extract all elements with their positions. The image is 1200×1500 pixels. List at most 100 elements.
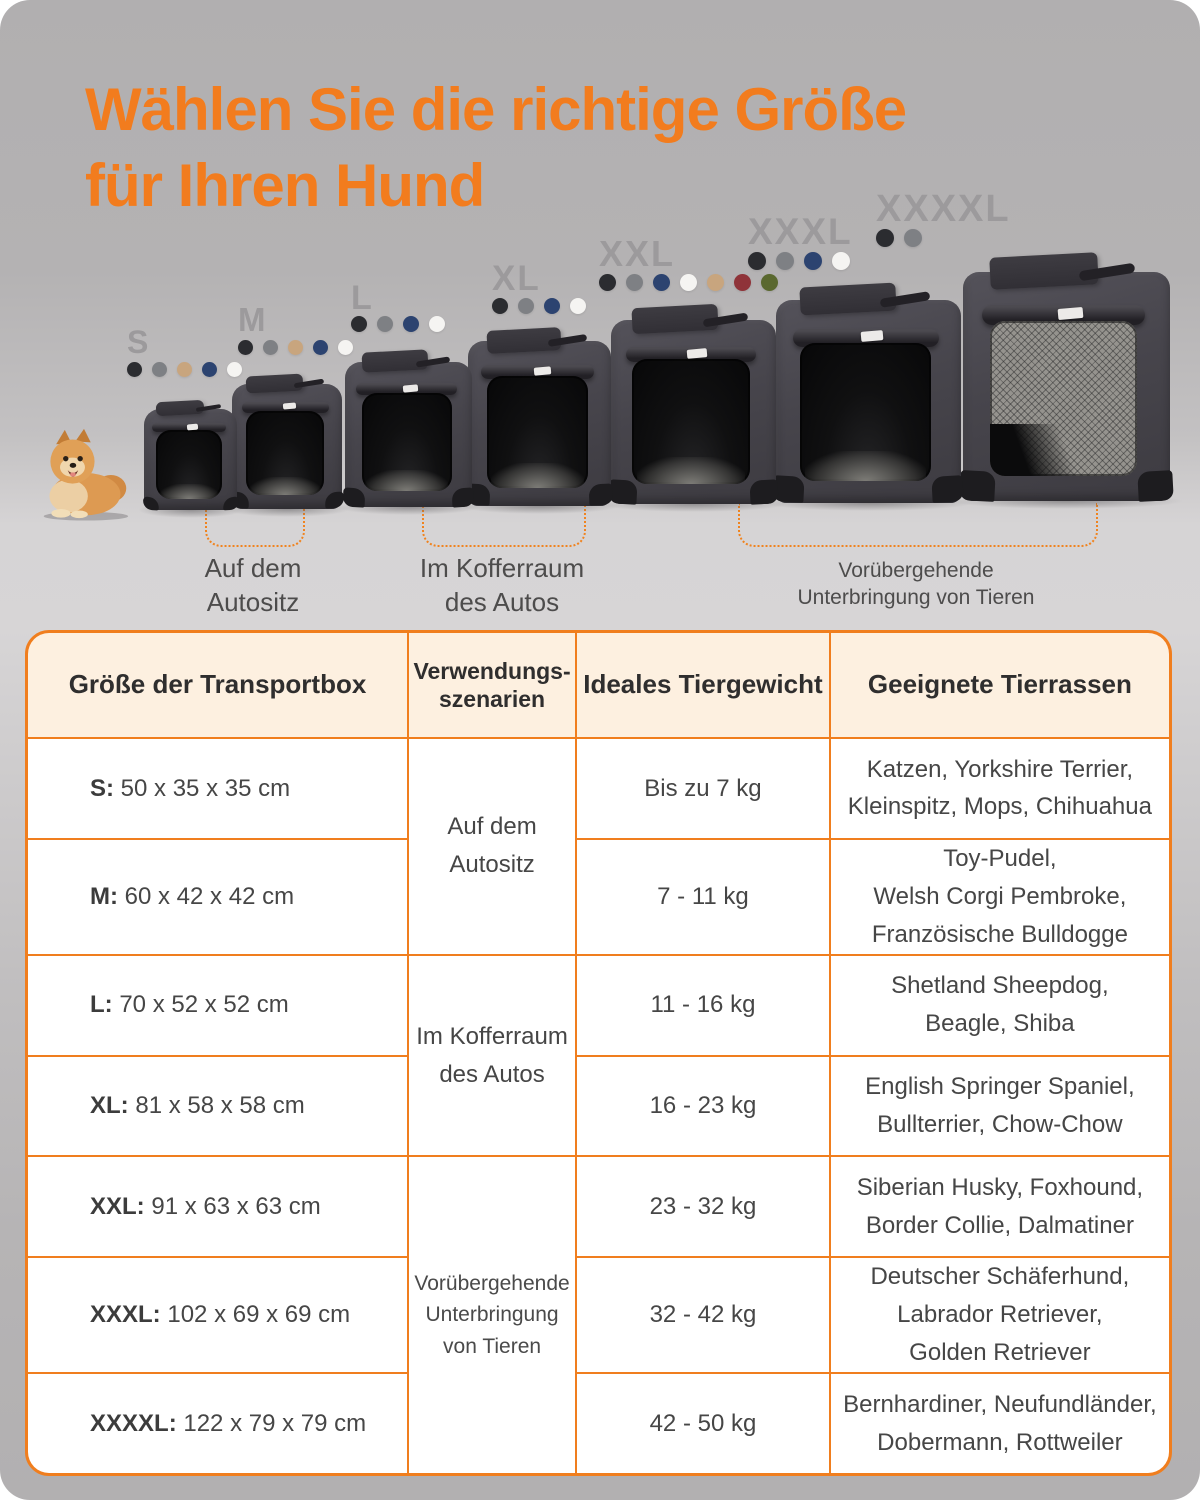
table-header-cell-1: Größe der Transportbox: [28, 633, 407, 737]
size-option-label-xxl: XXL: [599, 233, 676, 274]
breed-line: Bernhardiner, Neufundländer,: [843, 1390, 1157, 1418]
usage-label-line: Unterbringung von Tieren: [797, 586, 1035, 610]
color-swatch-row-xl: [492, 298, 586, 314]
table-cell-scenario-3: Vorübergehende Unterbringung von Tieren: [408, 1157, 576, 1473]
scenario-line: von Tieren: [443, 1334, 542, 1358]
white-color-swatch: [338, 340, 353, 355]
size-code: L:: [90, 991, 113, 1019]
size-code: XL:: [90, 1092, 129, 1120]
table-cell-size: S: 50 x 35 x 35 cm: [28, 739, 407, 838]
size-option-label-xl: XL: [492, 259, 541, 298]
carrier-front-opening-mesh: [989, 321, 1137, 477]
size-code: M:: [90, 882, 118, 910]
size-code: XXXL:: [90, 1301, 161, 1329]
pet-carrier-m: [224, 373, 350, 517]
size-code: S:: [90, 774, 114, 802]
usage-bracket-1: [205, 503, 305, 547]
navy-color-swatch: [804, 252, 822, 270]
table-header-cell-4: Geeignete Tierrassen: [830, 633, 1169, 737]
brand-tag: [686, 347, 708, 359]
carrier-front-opening: [800, 343, 932, 481]
black-color-swatch: [492, 298, 508, 314]
breed-line: Katzen, Yorkshire Terrier,: [866, 755, 1134, 783]
breed-line: Shetland Sheepdog,: [891, 972, 1109, 1000]
table-cell-scenario-2: Im Kofferraum des Autos: [408, 955, 576, 1156]
usage-label-3: Vorübergehende Unterbringung von Tieren: [746, 557, 1086, 612]
navy-color-swatch: [544, 298, 560, 314]
navy-color-swatch: [403, 316, 419, 332]
white-color-swatch: [429, 316, 445, 332]
table-header-line: Ideales Tiergewicht: [583, 669, 823, 700]
carrier-front-opening: [156, 430, 223, 500]
size-table: Größe der Transportbox Verwendungs-szenar…: [25, 630, 1172, 1476]
white-color-swatch: [570, 298, 586, 314]
tan-color-swatch: [288, 340, 303, 355]
pet-carrier-xxxxl: [948, 252, 1185, 509]
table-cell-breeds: Siberian Husky, Foxhound, Border Collie, …: [830, 1157, 1169, 1257]
table-header-line: szenarien: [438, 686, 546, 712]
breed-line: English Springer Spaniel,: [865, 1073, 1135, 1101]
usage-label-1: Auf dem Autositz: [133, 552, 373, 620]
size-code: XXXXL:: [90, 1409, 177, 1437]
table-cell-size: XXXL: 102 x 69 x 69 cm: [28, 1258, 407, 1373]
red-color-swatch: [734, 274, 751, 291]
navy-color-swatch: [202, 362, 217, 377]
scenario-line: Unterbringung: [425, 1303, 559, 1327]
size-option-label-s: S: [127, 324, 151, 360]
table-cell-breeds: Shetland Sheepdog, Beagle, Shiba: [830, 955, 1169, 1055]
size-option-label-m: M: [238, 301, 268, 338]
page-title-line2: für Ihren Hund: [85, 151, 485, 219]
breed-line: Deutscher Schäferhund,: [870, 1263, 1130, 1291]
white-color-swatch: [832, 252, 850, 270]
pomeranian-dog-illustration: [43, 428, 129, 521]
size-dimensions: 81 x 58 x 58 cm: [128, 1092, 305, 1120]
black-color-swatch: [351, 316, 367, 332]
carrier-front-opening: [632, 359, 750, 485]
usage-bracket-2: [422, 503, 586, 547]
table-cell-breeds: Bernhardiner, Neufundländer, Dobermann, R…: [830, 1374, 1169, 1473]
gray-color-swatch: [904, 229, 922, 247]
table-cell-size: XXXXL: 122 x 79 x 79 cm: [28, 1374, 407, 1473]
breed-line: Welsh Corgi Pembroke,: [873, 882, 1127, 910]
black-color-swatch: [599, 274, 616, 291]
carrier-cushion: [158, 484, 220, 500]
size-dimensions: 91 x 63 x 63 cm: [144, 1192, 321, 1220]
breed-line: Dobermann, Rottweiler: [877, 1428, 1123, 1456]
scenario-line: Autositz: [449, 851, 535, 879]
table-header-line: Verwendungs-: [413, 657, 571, 684]
pet-carrier-xxxl: [763, 282, 974, 511]
size-option-label-xxxl: XXXL: [748, 211, 853, 252]
gray-color-swatch: [263, 340, 278, 355]
scenario-line: Auf dem: [447, 813, 537, 841]
table-cell-weight: 11 - 16 kg: [577, 955, 829, 1055]
breed-line: Beagle, Shiba: [925, 1010, 1075, 1038]
breed-line: Französische Bulldogge: [871, 920, 1128, 948]
usage-bracket-3: [738, 503, 1098, 547]
color-swatch-row-xxl: [599, 274, 778, 291]
brand-tag: [403, 383, 419, 393]
navy-color-swatch: [313, 340, 328, 355]
pet-carrier-l: [336, 349, 481, 515]
size-dimensions: 60 x 42 x 42 cm: [117, 882, 295, 910]
usage-label-line: Im Kofferraum: [419, 553, 585, 583]
brand-tag: [533, 365, 552, 376]
size-dimensions: 50 x 35 x 35 cm: [114, 774, 291, 802]
breed-line: Labrador Retriever,: [897, 1301, 1103, 1329]
color-swatch-row-xxxl: [748, 252, 850, 270]
carrier-cushion: [490, 463, 585, 488]
carrier-cushion: [637, 456, 745, 485]
table-cell-scenario-1: Auf dem Autositz: [408, 739, 576, 954]
color-swatch-row-xxxxl: [876, 229, 922, 247]
size-dimensions: 122 x 79 x 79 cm: [176, 1409, 367, 1437]
breed-line: Kleinspitz, Mops, Chihuahua: [847, 793, 1152, 821]
tan-color-swatch: [707, 274, 724, 291]
table-header-cell-2: Verwendungs-szenarien: [408, 633, 576, 737]
carrier-corner-bumper-right: [749, 479, 780, 505]
usage-label-line: Auf dem: [204, 553, 302, 583]
pet-carrier-xxl: [599, 303, 788, 512]
white-color-swatch: [227, 362, 242, 377]
table-cell-weight: 16 - 23 kg: [577, 1056, 829, 1156]
table-cell-weight: 32 - 42 kg: [577, 1258, 829, 1373]
black-color-swatch: [238, 340, 253, 355]
